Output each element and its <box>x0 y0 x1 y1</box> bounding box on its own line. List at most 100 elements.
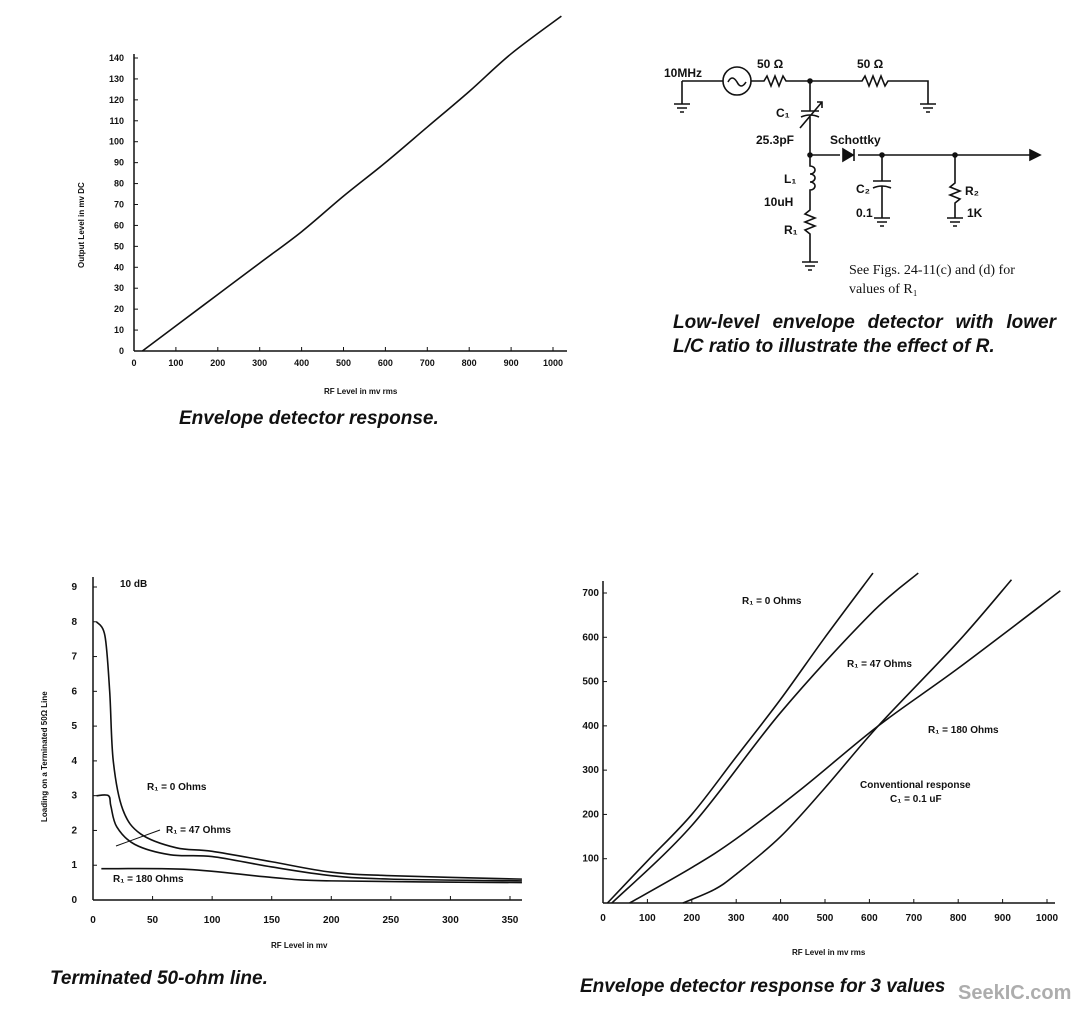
y-tick-label: 500 <box>582 677 599 688</box>
y-tick-label: 400 <box>582 721 599 732</box>
x-tick-label: 400 <box>294 358 309 368</box>
y-tick-label: 90 <box>114 158 124 168</box>
y-tick-label: 110 <box>109 116 124 126</box>
x-tick-label: 1000 <box>1036 913 1059 924</box>
y-tick-label: 100 <box>109 137 124 147</box>
x-tick-label: 800 <box>950 913 967 924</box>
c1-label: C₁ <box>776 106 790 120</box>
ac-source-icon <box>722 66 752 96</box>
x-tick-label: 200 <box>323 915 340 926</box>
circuit-note-line2: values of R₁ <box>849 282 918 297</box>
y-tick-label: 140 <box>109 53 124 63</box>
x-tick-label: 300 <box>728 913 745 924</box>
y-tick-label: 60 <box>114 220 124 230</box>
chart3-xlabel: RF Level in mv rms <box>792 948 866 957</box>
r2-value: 1K <box>967 206 983 220</box>
ground-icons <box>674 103 963 271</box>
x-tick-label: 250 <box>383 915 400 926</box>
x-tick-label: 100 <box>639 913 656 924</box>
r1-label: R₁ <box>784 223 798 237</box>
chart-terminated-line: 0 50 100 150 200 250 300 350 0 1 2 3 4 5 6 7 8 9 <box>71 577 522 926</box>
y-tick-label: 3 <box>71 791 77 802</box>
top-wires <box>682 73 929 104</box>
circuit-note-line1: See Figs. 24-11(c) and (d) for <box>849 263 1015 278</box>
series-line-0 <box>606 572 874 904</box>
chart2-xlabel: RF Level in mv <box>271 941 328 950</box>
chart3-label-r0: R₁ = 0 Ohms <box>742 596 802 607</box>
x-tick-label: 900 <box>994 913 1011 924</box>
x-tick-label: 200 <box>683 913 700 924</box>
output-arrow-icon <box>1029 148 1042 162</box>
x-tick-label: 400 <box>772 913 789 924</box>
circuit-caption: Low-level envelope detector with lower L… <box>673 312 1056 357</box>
y-tick-label: 40 <box>114 262 124 272</box>
chart2-label-r47: R₁ = 47 Ohms <box>166 825 231 836</box>
x-tick-label: 300 <box>442 915 459 926</box>
series-line-2 <box>629 590 1061 904</box>
rin-label: 50 Ω <box>757 57 784 71</box>
chart3-label-conv: Conventional response <box>860 780 971 791</box>
circuit-schematic <box>674 66 1042 271</box>
chart2-caption: Terminated 50-ohm line. <box>50 968 268 989</box>
r2-resistor <box>947 155 963 218</box>
c2-capacitor <box>872 155 892 218</box>
variable-arrow-icon <box>799 101 823 129</box>
y-tick-label: 4 <box>71 756 77 767</box>
y-tick-label: 30 <box>114 283 124 293</box>
y-tick-label: 5 <box>71 721 77 732</box>
chart3-label-c1: C₁ = 0.1 uF <box>890 794 942 805</box>
x-tick-label: 900 <box>504 358 519 368</box>
x-tick-label: 700 <box>420 358 435 368</box>
chart2-leader-line <box>115 829 161 847</box>
chart2-annotation-10db: 10 dB <box>120 579 147 590</box>
y-tick-label: 300 <box>582 765 599 776</box>
x-tick-label: 300 <box>252 358 267 368</box>
series-line-3 <box>682 579 1013 904</box>
x-tick-label: 100 <box>168 358 183 368</box>
y-tick-label: 20 <box>114 304 124 314</box>
x-tick-label: 600 <box>378 358 393 368</box>
x-tick-label: 700 <box>905 913 922 924</box>
x-tick-label: 500 <box>817 913 834 924</box>
r2-label: R₂ <box>965 184 979 198</box>
x-tick-label: 200 <box>210 358 225 368</box>
x-tick-label: 0 <box>600 913 606 924</box>
chart3-caption: Envelope detector response for 3 values <box>580 976 946 997</box>
chart2-label-r0: R₁ = 0 Ohms <box>147 782 207 793</box>
y-tick-label: 130 <box>109 74 124 84</box>
series-line-1 <box>611 572 919 904</box>
source-label: 10MHz <box>664 66 702 80</box>
chart2-ylabel: Loading on a Terminated 50Ω Line <box>40 691 49 822</box>
series-line-0 <box>95 621 522 880</box>
series-line-1 <box>96 794 522 882</box>
chart1-ylabel: Output Level in mv DC <box>77 182 86 268</box>
x-tick-label: 100 <box>204 915 221 926</box>
x-tick-label: 1000 <box>543 358 563 368</box>
y-tick-label: 120 <box>109 95 124 105</box>
chart3-label-r47: R₁ = 47 Ohms <box>847 659 912 670</box>
chart3-label-r180: R₁ = 180 Ohms <box>928 725 999 736</box>
y-tick-label: 10 <box>114 325 124 335</box>
y-tick-label: 0 <box>119 346 124 356</box>
y-tick-label: 100 <box>582 854 599 865</box>
y-tick-label: 200 <box>582 809 599 820</box>
x-tick-label: 50 <box>147 915 159 926</box>
y-tick-label: 8 <box>71 617 77 628</box>
x-tick-label: 500 <box>336 358 351 368</box>
series-line-2 <box>101 867 522 884</box>
x-tick-label: 150 <box>263 915 280 926</box>
series-line-0 <box>141 15 562 352</box>
x-tick-label: 800 <box>462 358 477 368</box>
y-tick-label: 2 <box>71 825 77 836</box>
y-tick-label: 1 <box>71 860 77 871</box>
x-tick-label: 0 <box>90 915 96 926</box>
y-tick-label: 700 <box>582 588 599 599</box>
watermark: SeekIC.com <box>958 982 1072 1004</box>
sine-icon <box>727 77 747 87</box>
schottky-diode-icon <box>842 147 855 163</box>
l1-label: L₁ <box>784 172 796 186</box>
y-tick-label: 6 <box>71 686 77 697</box>
l1-value: 10uH <box>764 195 793 209</box>
c2-label: C₂ <box>856 182 870 196</box>
